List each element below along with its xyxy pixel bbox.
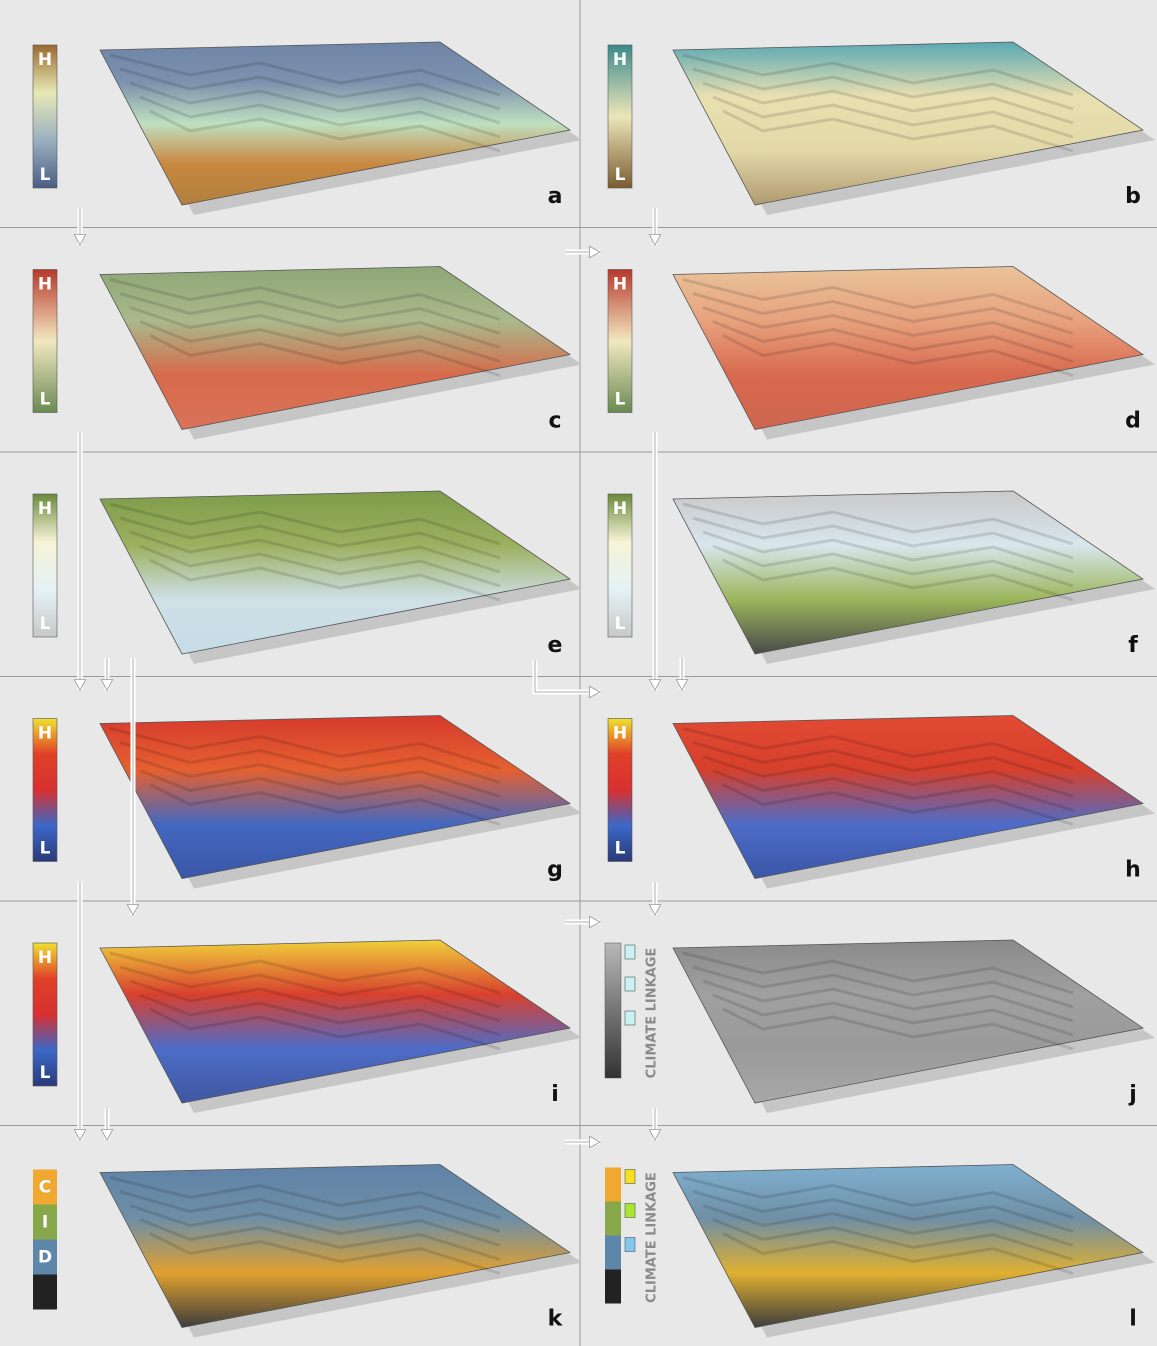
- legend-class: C: [39, 1178, 51, 1198]
- legend-high: H: [38, 275, 52, 295]
- legend-box: [625, 1238, 635, 1252]
- legend-segment: [605, 1236, 621, 1270]
- panel-letter: h: [1125, 858, 1141, 883]
- legend-box: [625, 1170, 635, 1184]
- legend-high: H: [38, 499, 52, 519]
- panel-letter: j: [1128, 1082, 1137, 1107]
- panel-letter: b: [1125, 184, 1141, 209]
- legend-low: L: [40, 1063, 51, 1083]
- legend-low: L: [40, 390, 51, 410]
- legend-box: [625, 945, 635, 959]
- legend-low: L: [615, 839, 626, 859]
- legend-segment: [605, 1168, 621, 1202]
- legend-low: L: [40, 839, 51, 859]
- legend-low: L: [615, 390, 626, 410]
- legend-low: L: [40, 165, 51, 185]
- panel-letter: k: [548, 1307, 564, 1332]
- legend-low: L: [615, 165, 626, 185]
- legend-high: H: [38, 948, 52, 968]
- legend-segment: [605, 1202, 621, 1236]
- panel-letter: g: [547, 858, 563, 883]
- legend-title: CLIMATE LINKAGE: [645, 948, 660, 1079]
- legend-box: [625, 1011, 635, 1025]
- legend-high: H: [38, 50, 52, 70]
- legend-high: H: [613, 724, 627, 744]
- legend-low: L: [40, 614, 51, 634]
- legend-segment: [33, 1275, 57, 1310]
- panel-letter: e: [548, 633, 563, 658]
- legend-high: H: [613, 275, 627, 295]
- legend-class: D: [38, 1248, 52, 1268]
- panel-letter: c: [548, 409, 561, 434]
- legend-bar: [605, 943, 621, 1078]
- panel-letter: f: [1128, 633, 1138, 658]
- figure: a H Lb H Lc H Ld H Le H Lf H Lg H Lh H Li H Lj CLIMATE LINK…: [0, 0, 1157, 1346]
- legend-high: H: [613, 499, 627, 519]
- panel-letter: i: [551, 1082, 559, 1107]
- legend-box: [625, 977, 635, 991]
- legend-low: L: [615, 614, 626, 634]
- legend-high: H: [38, 724, 52, 744]
- legend-segment: [605, 1270, 621, 1304]
- legend-class: I: [42, 1213, 48, 1233]
- panel-letter: l: [1129, 1307, 1137, 1332]
- panel-letter: a: [548, 184, 563, 209]
- legend-high: H: [613, 50, 627, 70]
- legend-box: [625, 1204, 635, 1218]
- legend-title: CLIMATE LINKAGE: [645, 1172, 660, 1303]
- panel-letter: d: [1125, 409, 1141, 434]
